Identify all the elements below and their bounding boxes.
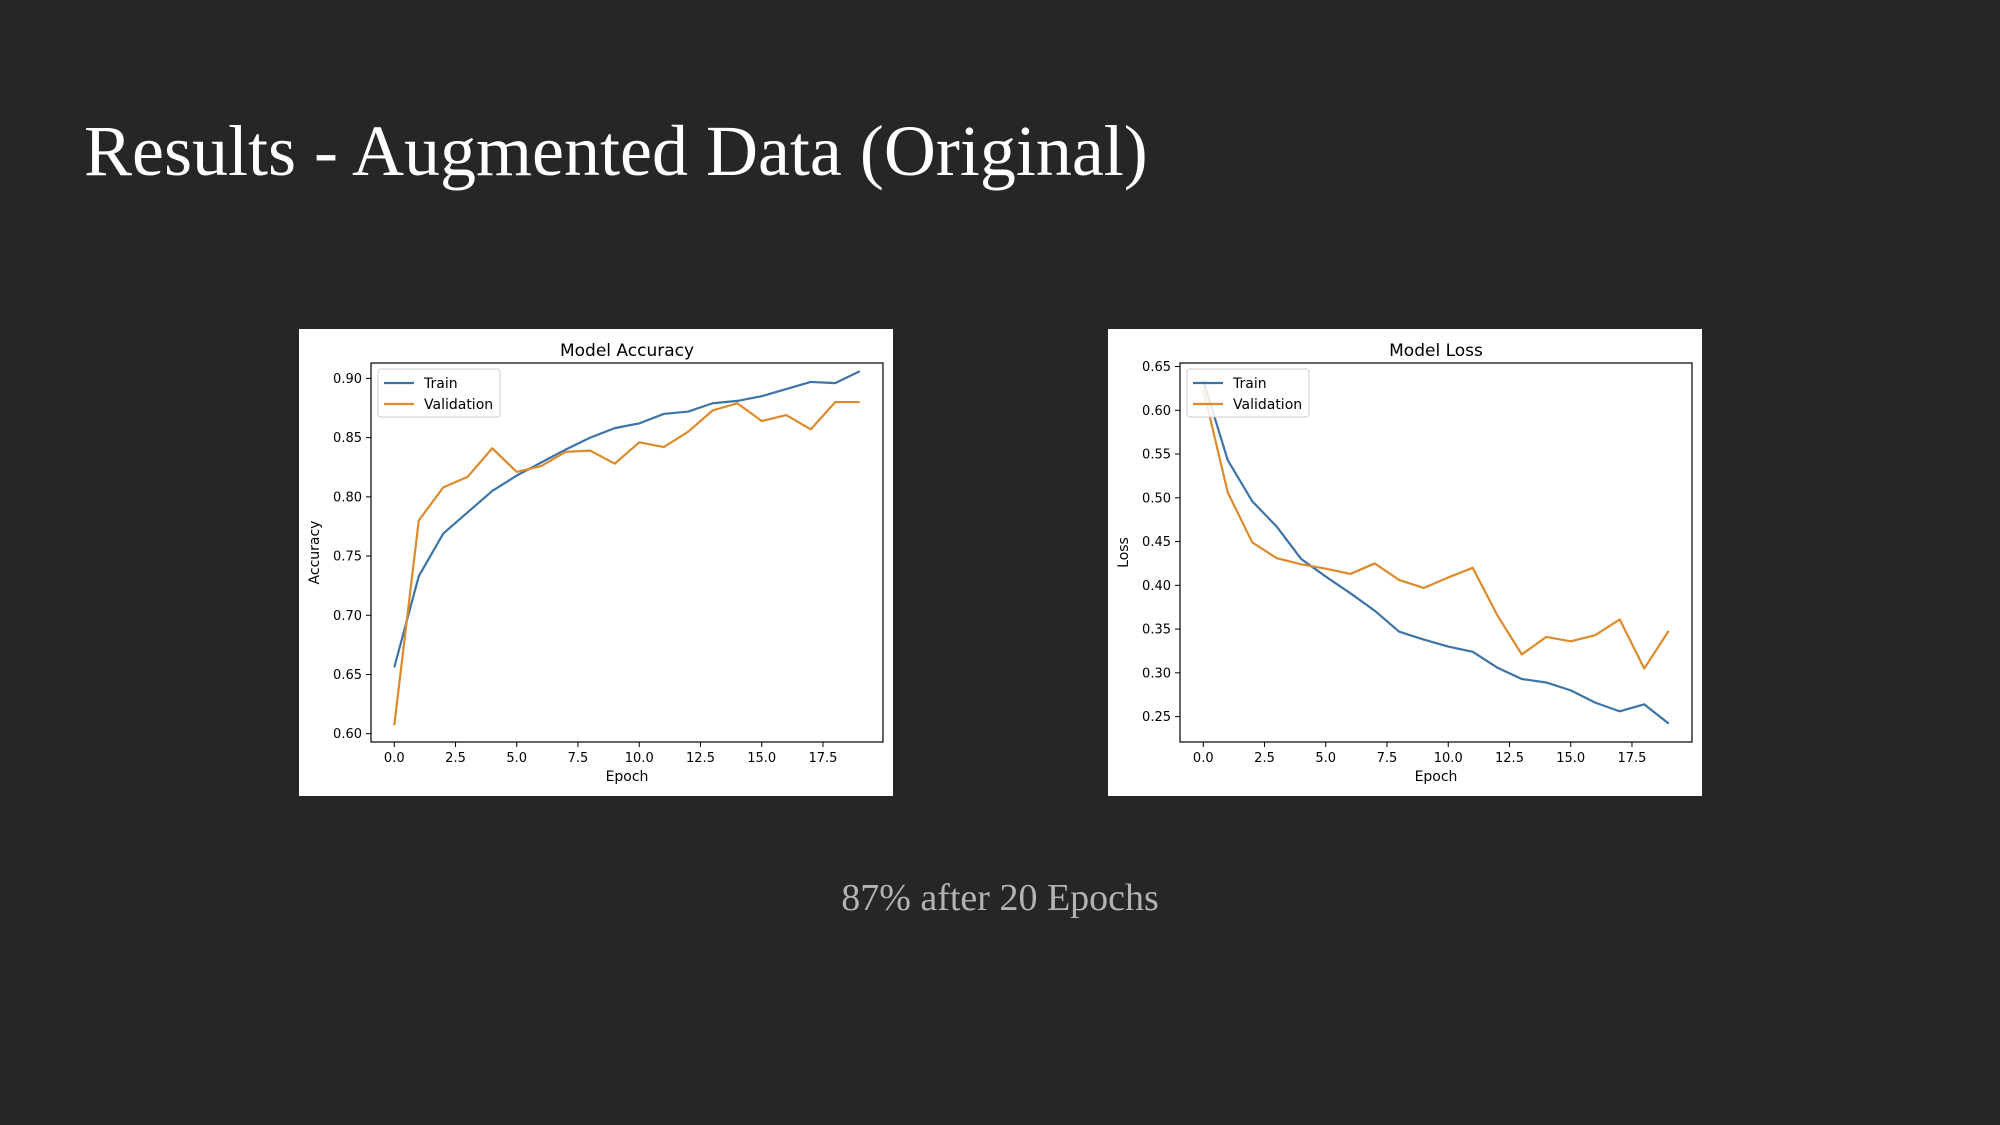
loss-chart-panel: Model Loss 0.0 2.5 5.0 7.5 10.0 12.5 15.0 17.5 0.… [1108, 329, 1702, 796]
loss-x-tick-label: 7.5 [1377, 751, 1398, 766]
accuracy-plot-frame [370, 362, 884, 743]
loss-x-tick-label: 15.0 [1556, 751, 1585, 766]
accuracy-x-tick-label: 2.5 [445, 751, 466, 766]
accuracy-y-tick-label: 0.65 [333, 668, 362, 683]
loss-x-axis-label: Epoch [1415, 769, 1458, 785]
loss-y-axis-label: Loss [1116, 537, 1132, 568]
loss-y-tick-label: 0.65 [1142, 360, 1171, 375]
loss-y-tick-label: 0.60 [1142, 404, 1171, 419]
loss-y-tick-label: 0.45 [1142, 535, 1171, 550]
results-caption: 87% after 20 Epochs [841, 877, 1159, 919]
accuracy-x-axis-label: Epoch [606, 769, 649, 785]
slide-title: Results - Augmented Data (Original) [84, 111, 1148, 191]
accuracy-x-tick-label: 17.5 [809, 751, 838, 766]
accuracy-y-tick-label: 0.70 [333, 609, 362, 624]
loss-x-tick-label: 0.0 [1193, 751, 1214, 766]
accuracy-y-axis-label: Accuracy [307, 521, 323, 585]
accuracy-series-validation-line [393, 400, 860, 726]
accuracy-series-train-line [393, 370, 861, 668]
loss-x-tick-label: 10.0 [1434, 751, 1463, 766]
loss-y-tick-label: 0.55 [1142, 448, 1171, 463]
accuracy-legend-label-train: Train [423, 376, 458, 392]
loss-series-train-line [1202, 380, 1670, 725]
loss-chart-title: Model Loss [1389, 341, 1483, 361]
loss-y-tick-label: 0.40 [1142, 579, 1171, 594]
loss-chart: Model Loss 0.0 2.5 5.0 7.5 10.0 12.5 15.0 17.5 0.… [1116, 341, 1693, 785]
accuracy-chart: Model Accuracy 0.0 2.5 5.0 7.5 10.0 12.5 15.0 17… [307, 341, 884, 785]
loss-plot-frame [1179, 362, 1693, 743]
accuracy-x-tick-label: 7.5 [568, 751, 589, 766]
accuracy-chart-panel: Model Accuracy 0.0 2.5 5.0 7.5 10.0 12.5 15.0 17… [299, 329, 893, 796]
accuracy-y-tick-label: 0.85 [333, 431, 362, 446]
loss-y-tick-label: 0.25 [1142, 710, 1171, 725]
loss-series-validation-line [1202, 389, 1670, 670]
loss-legend-label-validation: Validation [1233, 397, 1302, 413]
accuracy-x-tick-label: 15.0 [747, 751, 776, 766]
accuracy-y-tick-label: 0.75 [333, 550, 362, 565]
loss-y-tick-label: 0.30 [1142, 666, 1171, 681]
accuracy-y-tick-label: 0.90 [333, 372, 362, 387]
accuracy-x-tick-label: 10.0 [625, 751, 654, 766]
loss-x-tick-label: 17.5 [1618, 751, 1647, 766]
accuracy-y-tick-label: 0.60 [333, 727, 362, 742]
loss-x-tick-label: 5.0 [1315, 751, 1336, 766]
accuracy-legend-label-validation: Validation [424, 397, 493, 413]
loss-y-tick-label: 0.35 [1142, 623, 1171, 638]
accuracy-x-tick-label: 0.0 [384, 751, 405, 766]
accuracy-x-tick-label: 5.0 [506, 751, 527, 766]
accuracy-chart-title: Model Accuracy [560, 341, 694, 361]
accuracy-x-tick-label: 12.5 [686, 751, 715, 766]
loss-x-tick-label: 2.5 [1254, 751, 1275, 766]
loss-x-tick-label: 12.5 [1495, 751, 1524, 766]
accuracy-y-tick-label: 0.80 [333, 490, 362, 505]
loss-legend-label-train: Train [1232, 376, 1267, 392]
loss-y-tick-label: 0.50 [1142, 491, 1171, 506]
